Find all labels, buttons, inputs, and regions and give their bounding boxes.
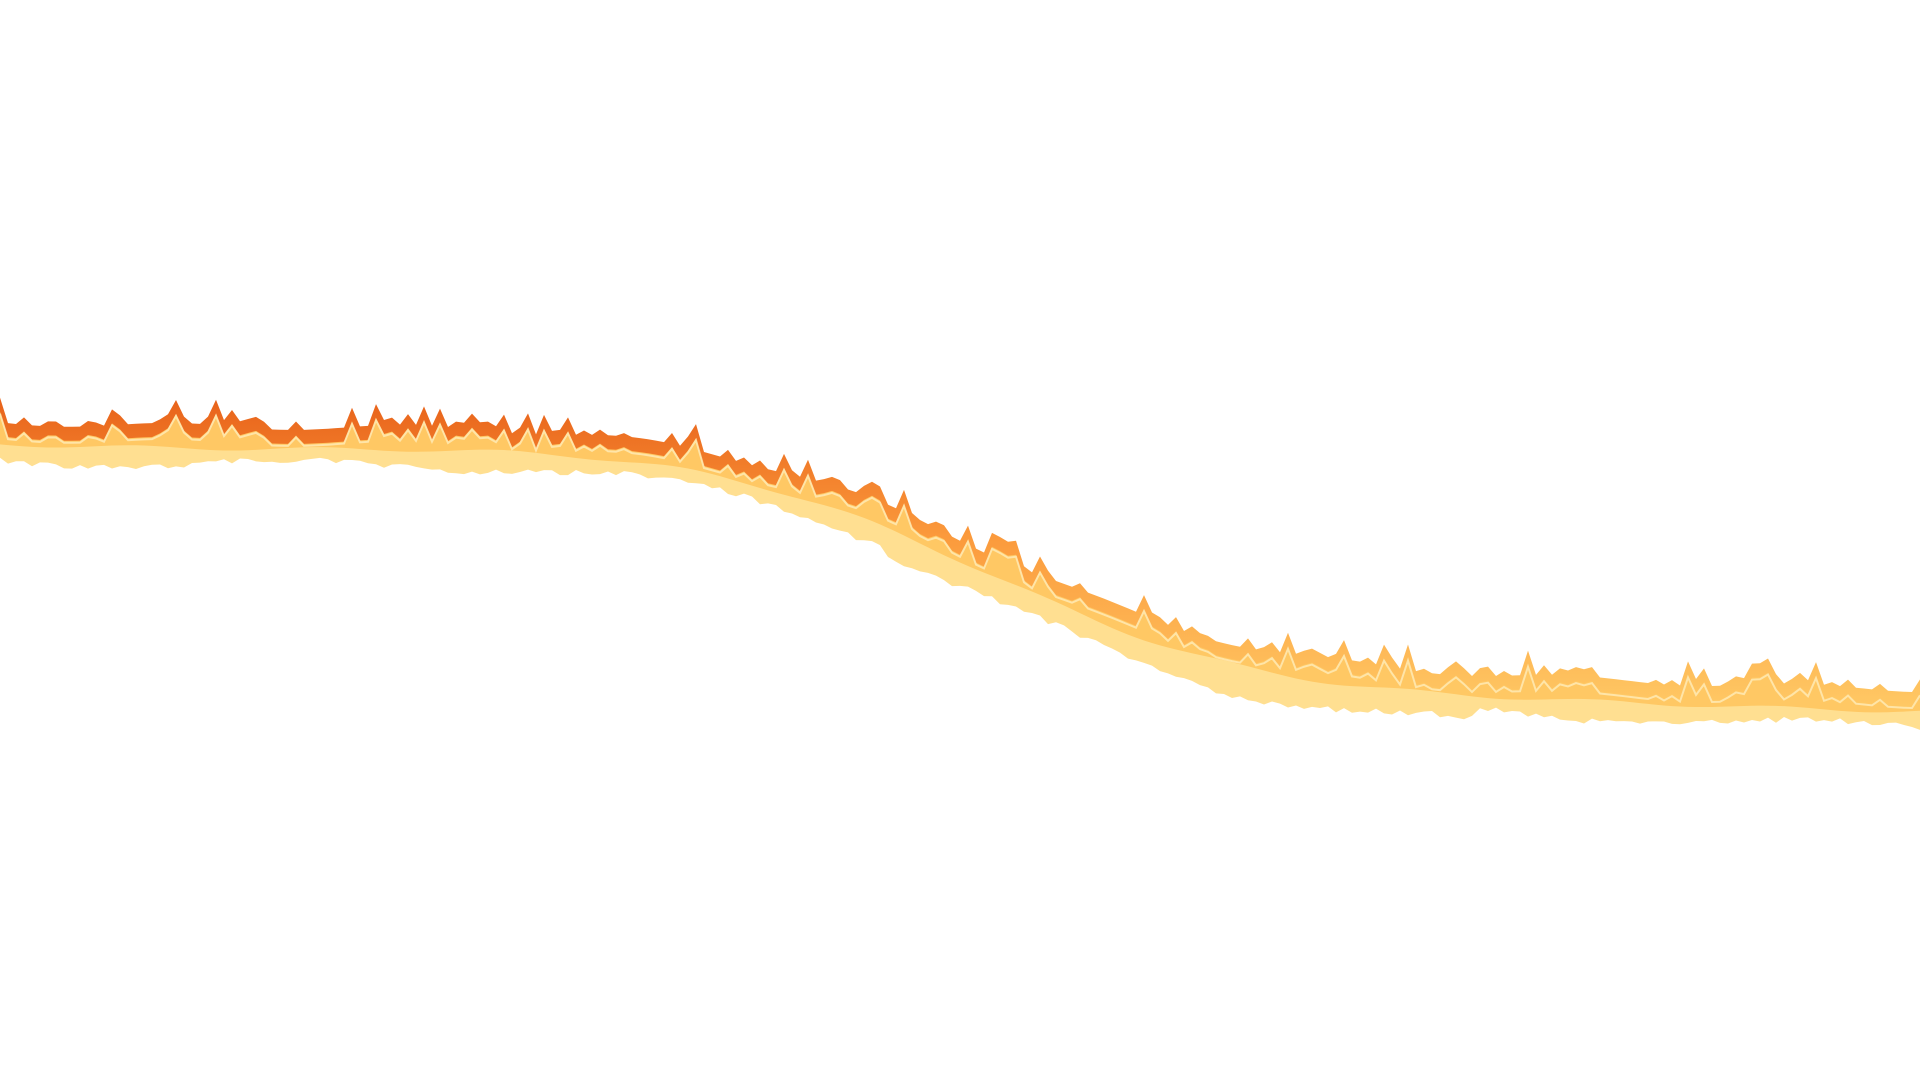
ribbon-ridge-crest: [0, 397, 1920, 707]
ribbon-highlight-line: [0, 413, 1920, 710]
ribbon-mid-band: [0, 405, 1920, 713]
ribbon-layers: [0, 397, 1920, 730]
ribbon-base-band: [0, 438, 1920, 730]
